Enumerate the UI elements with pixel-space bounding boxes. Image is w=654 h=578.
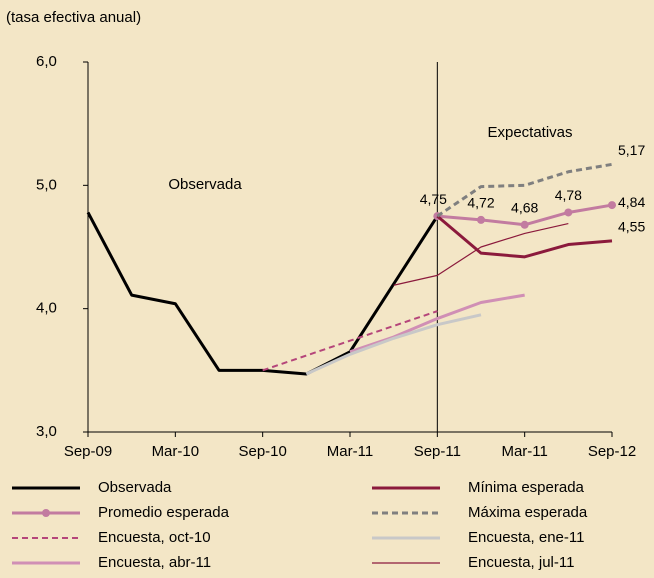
x-tick-label: Mar-11	[501, 443, 547, 460]
annotation: Expectativas	[487, 124, 572, 141]
point-marker	[608, 201, 616, 210]
annotation: Observada	[168, 176, 242, 193]
x-tick-label: Mar-11	[327, 443, 373, 460]
legend-label: Promedio esperada	[98, 504, 230, 521]
x-tick-label: Sep-11	[414, 443, 461, 460]
value-label: 4,78	[555, 187, 582, 203]
y-axis-label: (tasa efectiva anual)	[6, 9, 141, 26]
legend-label: Observada	[98, 479, 172, 496]
y-tick-label: 4,0	[36, 300, 57, 317]
value-label: 4,68	[511, 200, 538, 216]
series-line	[436, 162, 613, 218]
legend-label: Mínima esperada	[468, 479, 585, 496]
x-tick-label: Sep-10	[238, 443, 286, 460]
legend-label: Máxima esperada	[468, 504, 588, 521]
point-marker	[564, 208, 573, 217]
series-line	[349, 293, 525, 354]
series-line	[393, 222, 569, 286]
legend-label: Encuesta, ene-11	[468, 529, 584, 546]
x-tick-label: Mar-10	[152, 443, 200, 460]
y-tick-label: 5,0	[36, 176, 57, 193]
legend-label: Encuesta, jul-11	[468, 554, 574, 571]
value-label: 4,72	[467, 195, 494, 211]
y-tick-label: 6,0	[36, 53, 57, 70]
series-line	[305, 313, 482, 376]
x-tick-label: Sep-09	[64, 443, 112, 460]
x-tick-label: Sep-12	[588, 443, 636, 460]
legend-label: Encuesta, abr-11	[98, 554, 211, 571]
value-label: 4,75	[420, 191, 447, 207]
legend-label: Encuesta, oct-10	[98, 529, 211, 546]
point-marker	[477, 215, 485, 224]
value-label: 5,17	[618, 142, 645, 158]
value-label: 4,55	[618, 219, 645, 235]
value-label: 4,84	[618, 194, 645, 210]
series-line	[436, 215, 613, 259]
series-line	[262, 310, 438, 372]
point-marker	[520, 220, 529, 229]
y-tick-label: 3,0	[36, 423, 57, 440]
legend-marker	[42, 509, 50, 517]
